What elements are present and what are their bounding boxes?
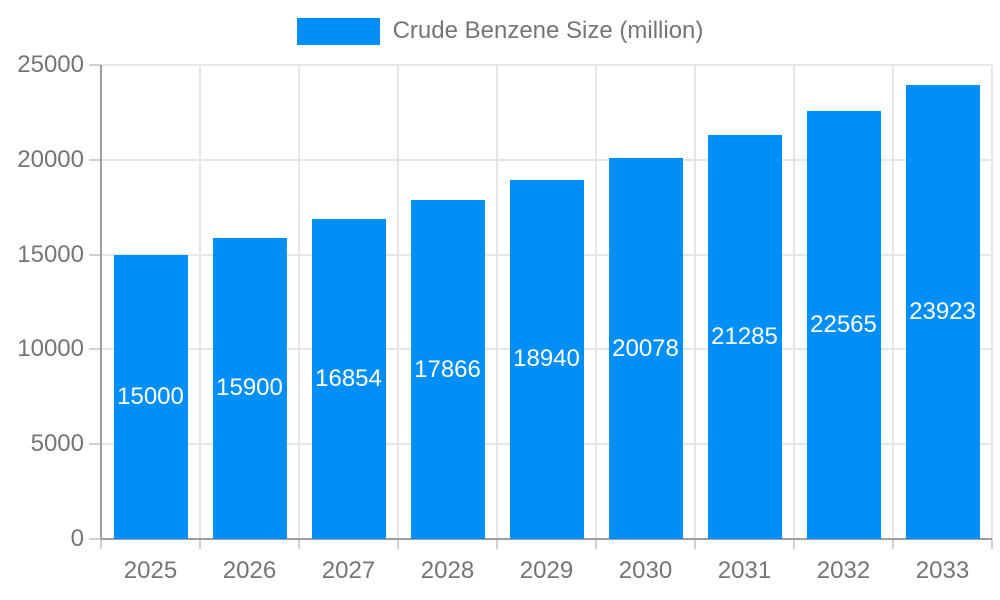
y-axis-label: 5000 [30,430,84,458]
y-axis-line [100,65,102,539]
y-axis-tick [89,64,101,66]
bar[interactable] [509,179,584,539]
x-axis-label: 2025 [123,557,178,584]
legend[interactable]: Crude Benzene Size (million) [0,16,1000,46]
y-axis-tick [89,348,101,351]
x-axis-label: 2026 [222,557,277,584]
bar-value-label: 18940 [513,345,580,373]
bar[interactable] [608,158,683,539]
x-axis-tick [892,539,894,549]
y-axis-tick [89,443,101,446]
x-axis-tick [496,539,498,549]
y-axis-tick [89,158,101,161]
vertical-gridline [199,65,201,539]
x-axis-line [101,538,992,540]
y-axis-label: 0 [70,525,84,552]
x-axis-tick [298,539,300,549]
vertical-gridline [397,65,399,539]
x-axis-tick [100,539,102,549]
x-axis-label: 2027 [321,557,376,584]
bar[interactable] [212,237,287,539]
bar-value-label: 23923 [909,298,976,326]
legend-label: Crude Benzene Size (million) [392,17,704,44]
x-axis-tick [991,539,993,549]
x-axis-tick [694,539,696,549]
legend-swatch [296,17,380,45]
vertical-gridline [892,65,894,539]
bar-value-label: 21285 [711,323,778,351]
vertical-gridline [496,65,498,539]
bar-value-label: 22565 [810,311,877,339]
x-axis-label: 2032 [816,557,871,584]
horizontal-gridline [101,64,992,66]
x-axis-label: 2031 [717,557,772,584]
x-axis-tick [397,539,399,549]
vertical-gridline [991,65,993,539]
y-axis-label: 10000 [17,335,84,363]
bar-value-label: 20078 [612,334,679,362]
y-axis-tick [89,538,101,540]
vertical-gridline [298,65,300,539]
bar-value-label: 16854 [315,365,382,393]
x-axis-tick [199,539,201,549]
x-axis-tick [595,539,597,549]
bar[interactable] [707,135,782,539]
x-axis-label: 2030 [618,557,673,584]
y-axis-label: 20000 [17,145,84,173]
bar[interactable] [410,200,485,539]
x-axis-label: 2029 [519,557,574,584]
bar[interactable] [113,254,188,539]
bar-value-label: 15000 [117,382,184,410]
y-axis-label: 15000 [17,240,84,268]
y-axis-tick [89,253,101,256]
bar[interactable] [806,111,881,539]
x-axis-label: 2028 [420,557,475,584]
y-axis-label: 25000 [17,51,84,78]
bar-value-label: 17866 [414,355,481,383]
vertical-gridline [793,65,795,539]
bar[interactable] [311,219,386,539]
horizontal-gridline [101,158,992,161]
bar-value-label: 15900 [216,374,283,402]
vertical-gridline [595,65,597,539]
x-axis-label: 2033 [915,557,970,584]
vertical-gridline [694,65,696,539]
x-axis-tick [793,539,795,549]
bar[interactable] [905,85,980,539]
